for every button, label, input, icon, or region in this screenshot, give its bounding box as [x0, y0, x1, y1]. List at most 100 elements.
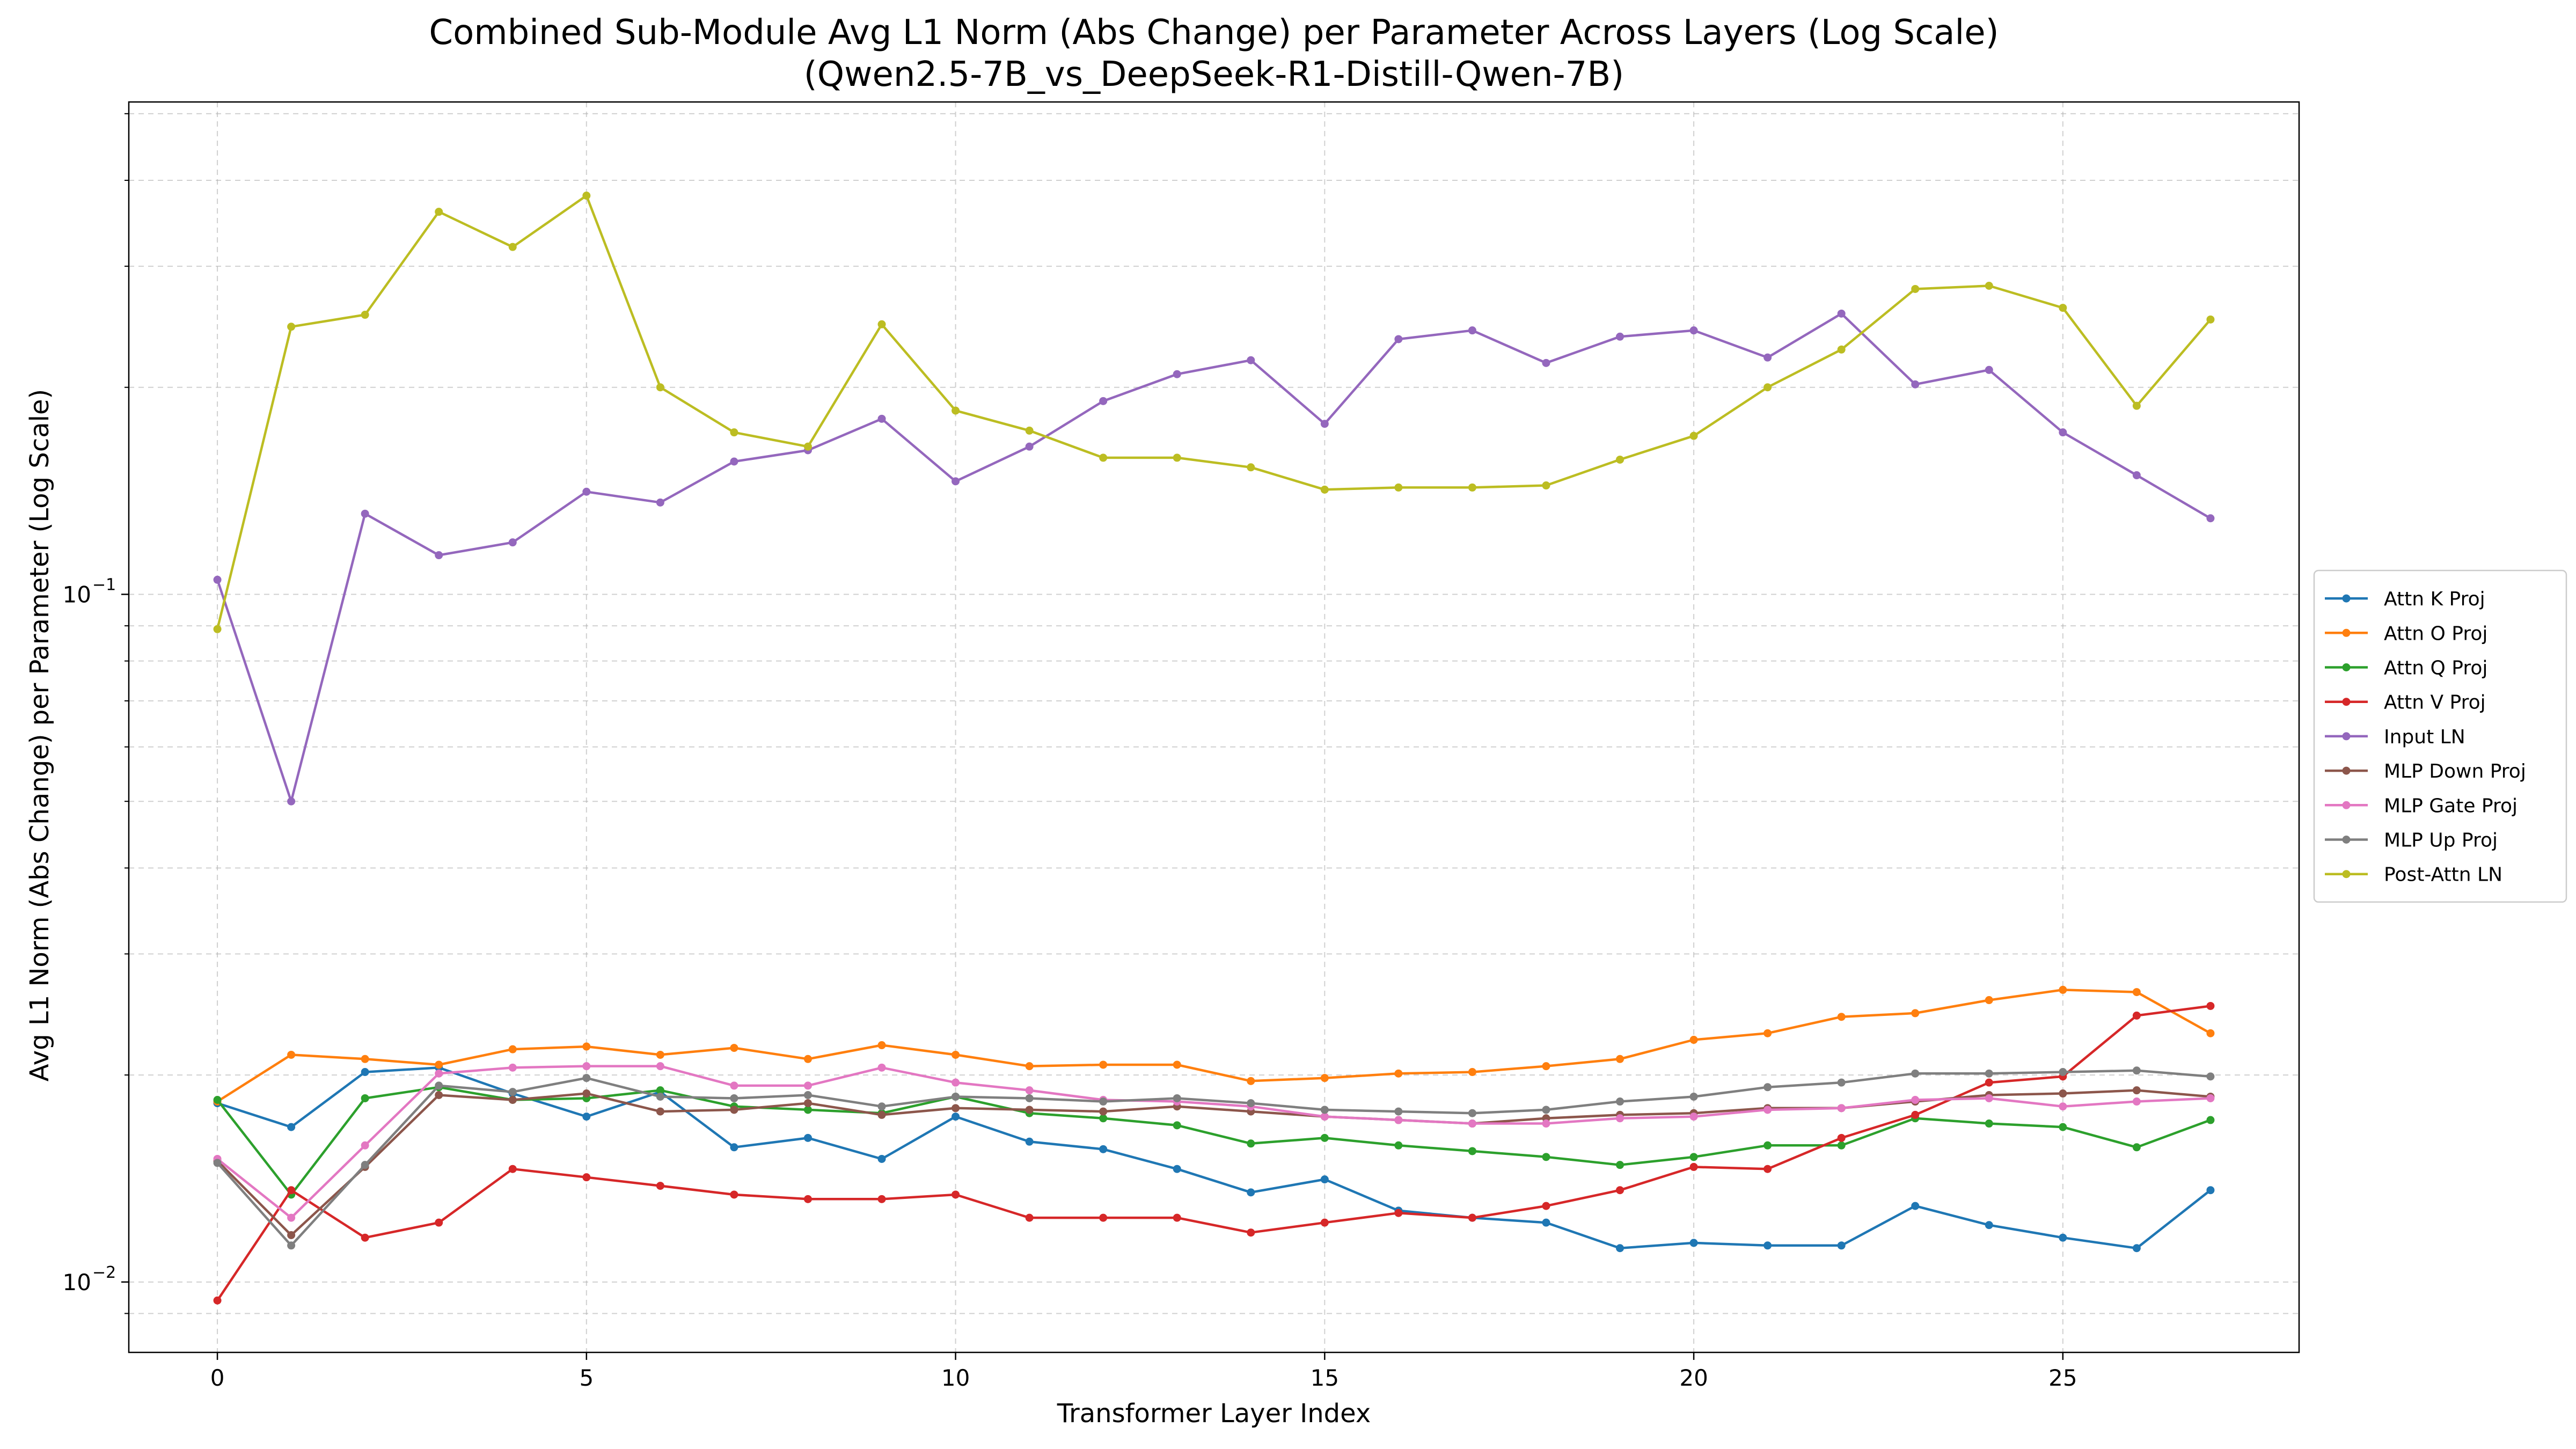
- data-point-mlp-up-proj: [1468, 1109, 1476, 1117]
- data-point-attn-o-proj: [952, 1050, 960, 1059]
- data-point-mlp-up-proj: [1542, 1106, 1550, 1114]
- data-point-mlp-gate-proj: [2206, 1094, 2215, 1102]
- data-point-post-attn-ln: [1394, 483, 1403, 492]
- legend-label-attn-k-proj: Attn K Proj: [2384, 588, 2485, 610]
- data-point-attn-v-proj: [1763, 1165, 1772, 1173]
- data-point-attn-o-proj: [1689, 1036, 1698, 1044]
- data-point-mlp-up-proj: [1689, 1092, 1698, 1101]
- data-point-mlp-down-proj: [508, 1095, 517, 1104]
- data-point-attn-o-proj: [1468, 1068, 1476, 1077]
- data-point-input-ln: [1025, 442, 1034, 451]
- data-point-input-ln: [1616, 332, 1624, 341]
- data-point-attn-o-proj: [361, 1055, 369, 1063]
- x-tick-label: 25: [2048, 1365, 2077, 1391]
- data-point-attn-v-proj: [656, 1182, 664, 1190]
- data-point-attn-q-proj: [1320, 1133, 1329, 1142]
- data-point-attn-q-proj: [361, 1094, 369, 1102]
- data-point-attn-v-proj: [877, 1195, 886, 1203]
- data-point-attn-v-proj: [2206, 1001, 2215, 1010]
- data-point-input-ln: [2206, 514, 2215, 523]
- data-point-attn-v-proj: [803, 1195, 812, 1203]
- data-point-attn-q-proj: [1837, 1141, 1846, 1150]
- data-point-mlp-up-proj: [1985, 1069, 1993, 1078]
- data-point-attn-o-proj: [1247, 1077, 1255, 1085]
- data-point-mlp-down-proj: [730, 1106, 738, 1114]
- data-point-input-ln: [1394, 335, 1403, 343]
- y-axis-label: Avg L1 Norm (Abs Change) per Parameter (…: [25, 389, 55, 1082]
- legend-marker-attn-q-proj: [2342, 663, 2351, 671]
- data-point-input-ln: [2132, 471, 2141, 480]
- data-point-mlp-up-proj: [2206, 1072, 2215, 1081]
- data-point-attn-o-proj: [730, 1044, 738, 1052]
- data-point-mlp-up-proj: [803, 1091, 812, 1099]
- data-point-input-ln: [1837, 309, 1846, 318]
- data-point-attn-k-proj: [1837, 1241, 1846, 1250]
- data-point-input-ln: [877, 414, 886, 423]
- data-point-attn-o-proj: [582, 1042, 591, 1051]
- data-point-attn-k-proj: [582, 1113, 591, 1121]
- series-line-input-ln: [216, 312, 2212, 803]
- series-line-mlp-up-proj: [216, 1069, 2211, 1247]
- data-point-mlp-gate-proj: [1837, 1104, 1846, 1113]
- data-point-attn-v-proj: [1173, 1213, 1181, 1222]
- data-point-attn-o-proj: [435, 1060, 443, 1069]
- legend-label-mlp-up-proj: MLP Up Proj: [2384, 830, 2498, 852]
- data-point-attn-o-proj: [1025, 1062, 1034, 1071]
- series-line-attn-v-proj: [216, 1005, 2211, 1301]
- data-point-mlp-up-proj: [287, 1241, 296, 1250]
- data-point-attn-v-proj: [213, 1296, 222, 1305]
- data-point-input-ln: [1320, 420, 1329, 428]
- data-point-attn-o-proj: [1763, 1029, 1772, 1037]
- data-point-attn-q-proj: [1542, 1153, 1550, 1161]
- data-point-mlp-up-proj: [2059, 1068, 2067, 1077]
- x-tick-label: 0: [210, 1365, 225, 1391]
- data-point-attn-o-proj: [877, 1041, 886, 1050]
- data-point-attn-o-proj: [2059, 985, 2067, 994]
- data-point-attn-k-proj: [1689, 1239, 1698, 1247]
- series-line-attn-o-proj: [216, 989, 2211, 1103]
- y-tick-exponent: −2: [92, 1263, 116, 1282]
- data-point-attn-o-proj: [1911, 1009, 1920, 1018]
- data-point-input-ln: [1689, 326, 1698, 335]
- series-lines: [213, 192, 2215, 1305]
- data-point-mlp-down-proj: [435, 1091, 443, 1099]
- data-point-mlp-up-proj: [1837, 1078, 1846, 1087]
- data-point-mlp-gate-proj: [1025, 1086, 1034, 1095]
- y-tick-label: 10: [63, 581, 91, 608]
- data-point-input-ln: [656, 498, 664, 507]
- data-point-attn-o-proj: [2132, 988, 2141, 997]
- y-tick-label: 10: [63, 1269, 91, 1296]
- data-point-attn-q-proj: [213, 1095, 222, 1104]
- data-point-attn-o-proj: [1837, 1013, 1846, 1021]
- data-point-attn-o-proj: [1616, 1055, 1624, 1063]
- legend-marker-post-attn-ln: [2342, 870, 2351, 879]
- data-point-attn-o-proj: [508, 1045, 517, 1053]
- data-point-attn-q-proj: [1394, 1141, 1403, 1150]
- data-point-attn-o-proj: [2206, 1029, 2215, 1037]
- data-point-post-attn-ln: [361, 311, 369, 319]
- data-point-attn-q-proj: [1689, 1153, 1698, 1161]
- data-point-mlp-up-proj: [1394, 1107, 1403, 1116]
- legend-label-post-attn-ln: Post-Attn LN: [2384, 864, 2502, 886]
- data-point-attn-v-proj: [361, 1233, 369, 1242]
- data-point-mlp-up-proj: [656, 1092, 664, 1101]
- data-point-mlp-up-proj: [1320, 1106, 1329, 1114]
- data-point-attn-v-proj: [1394, 1209, 1403, 1217]
- data-point-input-ln: [1468, 326, 1476, 335]
- data-point-attn-v-proj: [582, 1173, 591, 1182]
- grid-lines: [129, 102, 2299, 1352]
- data-point-attn-q-proj: [1468, 1147, 1476, 1155]
- data-point-mlp-gate-proj: [582, 1062, 591, 1071]
- data-point-attn-v-proj: [1689, 1162, 1698, 1171]
- data-point-post-attn-ln: [508, 243, 517, 251]
- data-point-attn-v-proj: [1247, 1228, 1255, 1237]
- data-point-mlp-gate-proj: [656, 1062, 664, 1071]
- data-point-post-attn-ln: [1837, 345, 1846, 354]
- data-point-attn-v-proj: [1099, 1213, 1108, 1222]
- data-point-mlp-up-proj: [1173, 1094, 1181, 1102]
- data-point-mlp-down-proj: [656, 1107, 664, 1116]
- data-point-input-ln: [1542, 358, 1550, 367]
- data-point-attn-k-proj: [803, 1133, 812, 1142]
- data-point-attn-v-proj: [730, 1190, 738, 1199]
